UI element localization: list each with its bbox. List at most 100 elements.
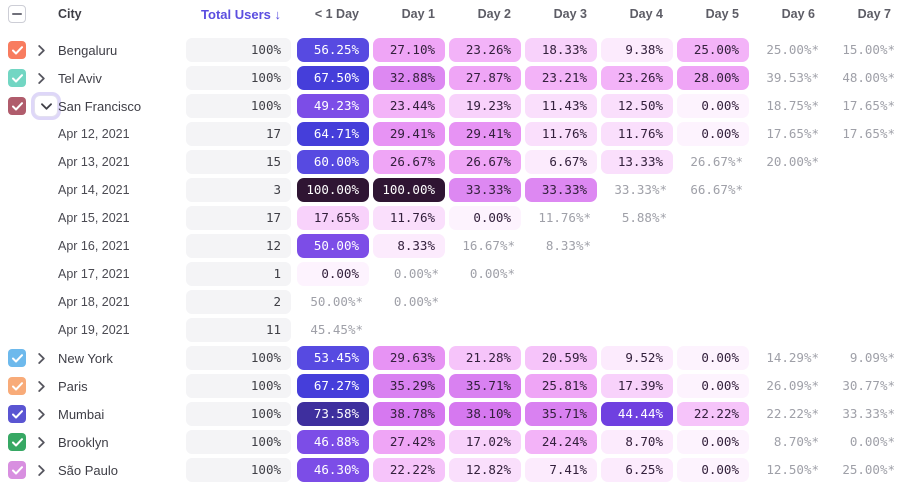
column-header-day[interactable]: Day 5 [705,7,739,21]
retention-cell[interactable]: 24.24% [525,430,597,454]
retention-cell[interactable]: 0.00% [677,346,749,370]
retention-cell[interactable]: 32.88% [373,66,445,90]
retention-cell[interactable]: 25.00% [677,38,749,62]
retention-cell-estimate[interactable]: 11.76%* [538,210,591,225]
retention-cell-estimate[interactable]: 30.77%* [842,378,895,393]
retention-cell-estimate[interactable]: 9.09%* [849,350,895,365]
retention-cell-estimate[interactable]: 0.00%* [393,266,439,281]
column-header-day[interactable]: Day 1 [401,7,435,21]
retention-cell[interactable]: 27.42% [373,430,445,454]
retention-cell-estimate[interactable]: 25.00%* [766,42,819,57]
retention-cell[interactable]: 19.23% [449,94,521,118]
retention-cell[interactable]: 8.70% [601,430,673,454]
retention-cell[interactable]: 100.00% [297,178,369,202]
retention-cell[interactable]: 6.25% [601,458,673,482]
retention-cell[interactable]: 0.00% [677,374,749,398]
retention-cell-estimate[interactable]: 17.65%* [842,98,895,113]
retention-cell[interactable]: 21.28% [449,346,521,370]
total-users-cell[interactable]: 1 [186,262,291,286]
row-checkbox[interactable] [8,461,26,479]
retention-cell-estimate[interactable]: 25.00%* [842,462,895,477]
column-header-day[interactable]: Day 6 [781,7,815,21]
retention-cell[interactable]: 22.22% [677,402,749,426]
retention-cell[interactable]: 49.23% [297,94,369,118]
retention-cell-estimate[interactable]: 22.22%* [766,406,819,421]
row-checkbox[interactable] [8,69,26,87]
retention-cell[interactable]: 12.50% [601,94,673,118]
retention-cell[interactable]: 25.81% [525,374,597,398]
retention-cell[interactable]: 22.22% [373,458,445,482]
total-users-cell[interactable]: 100% [186,430,291,454]
total-users-cell[interactable]: 100% [186,402,291,426]
expand-row-button[interactable] [34,352,45,364]
total-users-cell[interactable]: 11 [186,318,291,342]
retention-cell[interactable]: 17.39% [601,374,673,398]
retention-cell-estimate[interactable]: 0.00%* [469,266,515,281]
retention-cell[interactable]: 26.67% [449,150,521,174]
column-header-total-users[interactable]: Total Users ↓ [201,6,281,22]
row-checkbox[interactable] [8,377,26,395]
retention-cell-estimate[interactable]: 45.45%* [310,322,363,337]
total-users-cell[interactable]: 15 [186,150,291,174]
retention-cell[interactable]: 0.00% [297,262,369,286]
retention-cell[interactable]: 20.59% [525,346,597,370]
retention-cell[interactable]: 11.76% [525,122,597,146]
retention-cell[interactable]: 56.25% [297,38,369,62]
retention-cell[interactable]: 64.71% [297,122,369,146]
retention-cell[interactable]: 11.43% [525,94,597,118]
column-header-city[interactable]: City [58,7,82,21]
retention-cell-estimate[interactable]: 48.00%* [842,70,895,85]
retention-cell-estimate[interactable]: 39.53%* [766,70,819,85]
retention-cell[interactable]: 18.33% [525,38,597,62]
retention-cell-estimate[interactable]: 0.00%* [849,434,895,449]
retention-cell[interactable]: 7.41% [525,458,597,482]
retention-cell[interactable]: 23.26% [601,66,673,90]
retention-cell[interactable]: 23.26% [449,38,521,62]
retention-cell[interactable]: 35.71% [449,374,521,398]
total-users-cell[interactable]: 12 [186,234,291,258]
retention-cell[interactable]: 9.38% [601,38,673,62]
retention-cell[interactable]: 0.00% [677,430,749,454]
expand-row-button[interactable] [34,436,45,448]
retention-cell-estimate[interactable]: 26.67%* [690,154,743,169]
retention-cell-estimate[interactable]: 8.33%* [545,238,591,253]
retention-cell[interactable]: 28.00% [677,66,749,90]
retention-cell-estimate[interactable]: 17.65%* [766,126,819,141]
total-users-cell[interactable]: 17 [186,122,291,146]
total-users-cell[interactable]: 100% [186,374,291,398]
retention-cell[interactable]: 0.00% [449,206,521,230]
expand-row-button[interactable] [34,464,45,476]
expand-row-button[interactable] [34,380,45,392]
retention-cell-estimate[interactable]: 50.00%* [310,294,363,309]
row-checkbox[interactable] [8,405,26,423]
expand-row-button[interactable] [34,72,45,84]
expand-row-button[interactable] [34,44,45,56]
retention-cell[interactable]: 60.00% [297,150,369,174]
column-header-day[interactable]: Day 4 [629,7,663,21]
retention-cell[interactable]: 17.02% [449,430,521,454]
total-users-cell[interactable]: 100% [186,94,291,118]
retention-cell[interactable]: 27.10% [373,38,445,62]
retention-cell[interactable]: 46.88% [297,430,369,454]
row-checkbox[interactable] [8,349,26,367]
column-header-day[interactable]: Day 7 [857,7,891,21]
retention-cell[interactable]: 50.00% [297,234,369,258]
expand-row-button[interactable] [34,408,45,420]
retention-cell[interactable]: 29.41% [373,122,445,146]
retention-cell[interactable]: 35.71% [525,402,597,426]
retention-cell[interactable]: 44.44% [601,402,673,426]
retention-cell[interactable]: 33.33% [449,178,521,202]
retention-cell[interactable]: 0.00% [677,458,749,482]
column-header-day[interactable]: < 1 Day [314,7,359,21]
column-header-day[interactable]: Day 3 [553,7,587,21]
retention-cell[interactable]: 33.33% [525,178,597,202]
retention-cell-estimate[interactable]: 16.67%* [462,238,515,253]
retention-cell[interactable]: 9.52% [601,346,673,370]
retention-cell[interactable]: 27.87% [449,66,521,90]
row-checkbox[interactable] [8,41,26,59]
retention-cell-estimate[interactable]: 20.00%* [766,154,819,169]
total-users-cell[interactable]: 3 [186,178,291,202]
retention-cell[interactable]: 13.33% [601,150,673,174]
retention-cell[interactable]: 73.58% [297,402,369,426]
retention-cell[interactable]: 26.67% [373,150,445,174]
